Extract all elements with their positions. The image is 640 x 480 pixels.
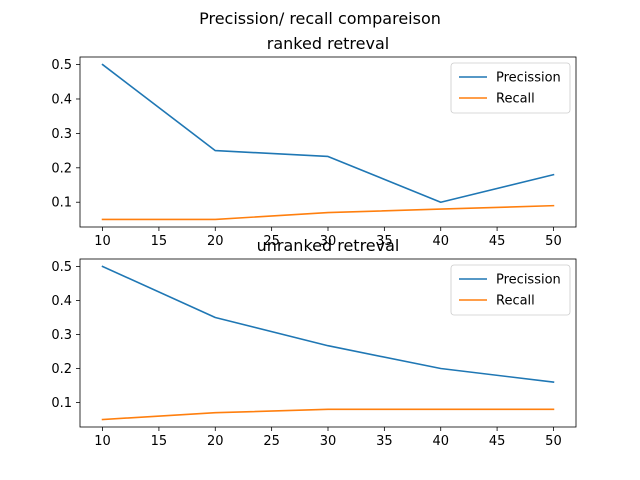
y-tick-label: 0.1 xyxy=(51,196,72,211)
legend-label-recall: Recall xyxy=(496,92,535,107)
legend-label-precission: Precission xyxy=(496,71,561,86)
x-tick-label: 15 xyxy=(151,234,168,249)
legend-label-recall: Recall xyxy=(496,294,535,309)
y-tick-label: 0.1 xyxy=(51,396,72,411)
x-tick-label: 25 xyxy=(263,234,280,249)
axes-frame xyxy=(79,56,577,228)
subplot-title: unranked retreval xyxy=(257,236,400,255)
x-tick-label: 30 xyxy=(320,434,337,449)
x-tick-label: 40 xyxy=(432,434,449,449)
x-tick-label: 10 xyxy=(94,234,111,249)
x-tick-label: 20 xyxy=(207,434,224,449)
y-tick-label: 0.2 xyxy=(51,362,72,377)
series-line-recall xyxy=(101,204,555,221)
ranked-retreval-subplot: ranked retreval 10 15 20 25 30 35 40 45 50 0.1 0.2 0… xyxy=(51,34,577,249)
x-tick-label: 50 xyxy=(545,434,562,449)
x-tick-label: 15 xyxy=(151,434,168,449)
x-tick-label: 25 xyxy=(263,434,280,449)
subplot-title: ranked retreval xyxy=(267,34,389,53)
x-tick-label: 45 xyxy=(489,234,506,249)
x-tick-label: 40 xyxy=(432,234,449,249)
x-tick-label: 45 xyxy=(489,434,506,449)
x-tick-label: 20 xyxy=(207,234,224,249)
axes-frame xyxy=(79,258,577,428)
x-tick-label: 50 xyxy=(545,234,562,249)
x-tick-label: 35 xyxy=(376,434,393,449)
x-tick-label: 35 xyxy=(376,234,393,249)
unranked-retreval-subplot: unranked retreval 10 15 20 25 30 35 40 45 50 0.1 0.… xyxy=(51,236,577,449)
legend-box xyxy=(450,62,571,114)
x-tick-label: 10 xyxy=(94,434,111,449)
y-tick-label: 0.5 xyxy=(51,58,72,73)
legend-label-precission: Precission xyxy=(496,273,561,288)
y-tick-label: 0.5 xyxy=(51,260,72,275)
y-tick-label: 0.3 xyxy=(51,328,72,343)
y-tick-label: 0.3 xyxy=(51,127,72,142)
y-tick-label: 0.2 xyxy=(51,161,72,176)
legend-box xyxy=(450,264,571,316)
figure-suptitle: Precission/ recall compareison xyxy=(199,9,441,28)
series-line-precission xyxy=(101,63,555,204)
y-tick-label: 0.4 xyxy=(51,294,72,309)
x-tick-label: 30 xyxy=(320,234,337,249)
y-tick-label: 0.4 xyxy=(51,92,72,107)
series-line-recall xyxy=(101,408,555,421)
series-line-precission xyxy=(101,265,555,384)
